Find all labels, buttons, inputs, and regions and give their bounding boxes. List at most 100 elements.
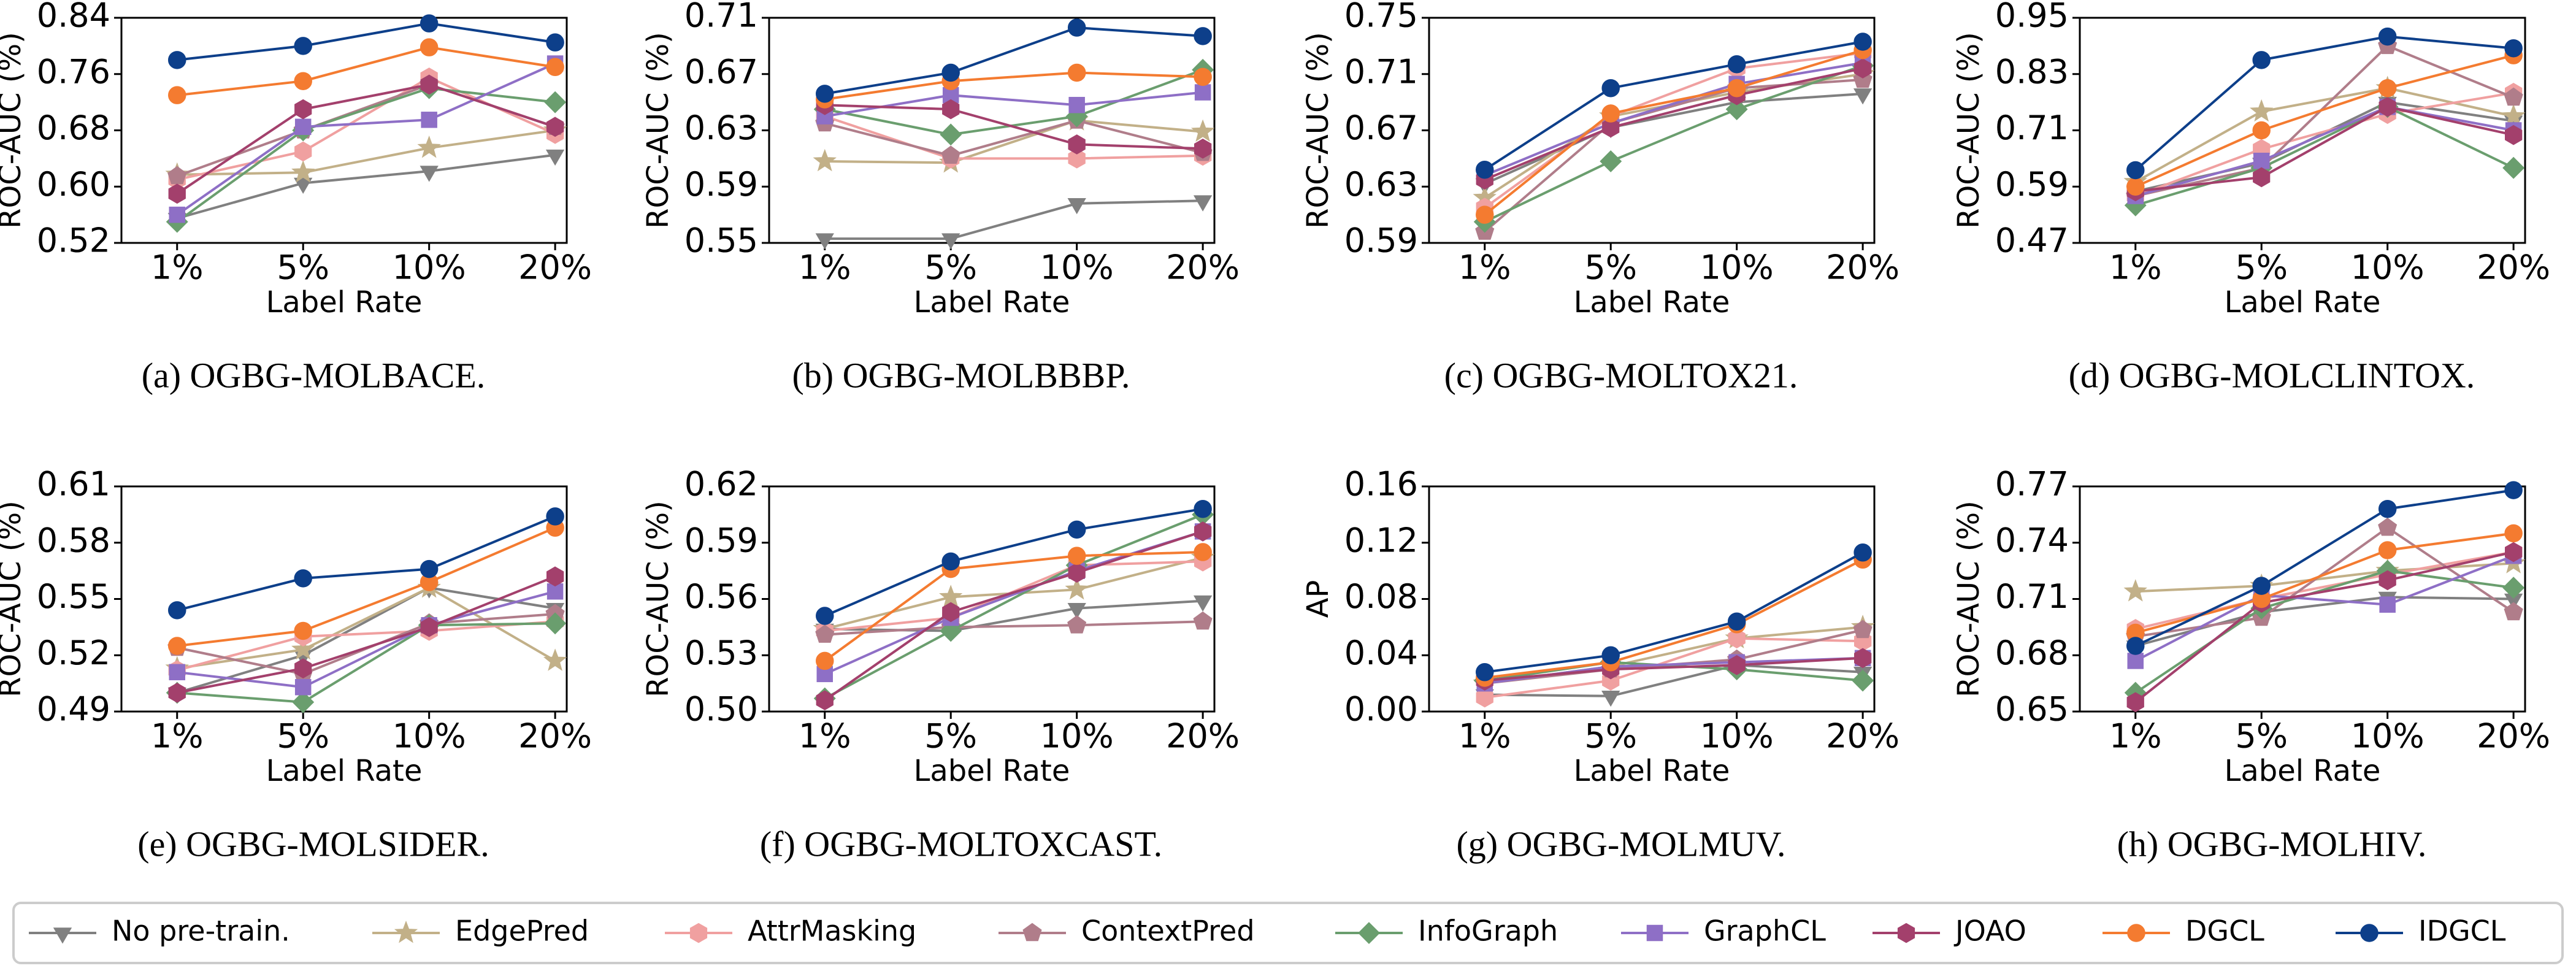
marker xyxy=(294,621,312,640)
series-line xyxy=(177,622,556,704)
series-line xyxy=(2134,35,2514,172)
x-tick-label: 10% xyxy=(2351,248,2425,287)
marker xyxy=(167,166,187,185)
y-tick-label: 0.49 xyxy=(37,690,110,729)
y-tick-label: 0.56 xyxy=(684,577,758,616)
legend-label: No pre-train. xyxy=(112,915,290,948)
x-tick-label: 10% xyxy=(393,717,466,756)
marker xyxy=(294,72,312,90)
marker xyxy=(2379,570,2396,591)
legend-marker xyxy=(394,920,418,943)
marker xyxy=(1065,577,1089,600)
marker xyxy=(544,612,567,635)
marker xyxy=(1727,612,1746,631)
marker xyxy=(1067,18,1086,37)
plot-frame xyxy=(120,17,568,244)
series-line xyxy=(1484,656,1863,682)
series-line xyxy=(824,115,1203,160)
x-tick-label: 10% xyxy=(1040,717,1114,756)
marker xyxy=(420,559,439,578)
series-line xyxy=(2135,106,2514,198)
marker xyxy=(421,112,437,128)
caption: (b) OGBG-MOLBBBP. xyxy=(792,355,1130,395)
x-tick-label: 10% xyxy=(393,248,466,287)
marker xyxy=(546,58,564,77)
marker xyxy=(2252,121,2271,140)
legend-label: DGCL xyxy=(2185,915,2264,948)
x-tick-label: 1% xyxy=(151,248,204,287)
marker xyxy=(1067,520,1086,539)
y-tick-label: 0.71 xyxy=(684,0,758,35)
marker xyxy=(420,14,439,33)
x-tick-label: 5% xyxy=(2235,717,2288,756)
marker xyxy=(1194,499,1212,518)
series-line xyxy=(177,586,556,694)
legend-label: IDGCL xyxy=(2418,915,2506,948)
y-tick-label: 0.71 xyxy=(1995,109,2069,147)
marker xyxy=(1601,646,1620,664)
marker xyxy=(940,123,962,146)
y-axis-label: ROC-AUC (%) xyxy=(0,501,28,697)
marker xyxy=(1194,543,1212,561)
y-tick-label: 0.67 xyxy=(1344,109,1418,147)
marker xyxy=(1476,205,1494,224)
marker xyxy=(1853,543,1872,562)
series-line xyxy=(1484,64,1863,223)
marker xyxy=(2505,125,2523,145)
marker xyxy=(168,51,186,69)
series-line xyxy=(177,46,556,97)
y-axis-label: AP xyxy=(1301,580,1335,618)
x-tick-label: 20% xyxy=(1826,717,1899,756)
legend-label: AttrMasking xyxy=(748,915,916,948)
x-tick-label: 10% xyxy=(2351,717,2425,756)
series-line xyxy=(824,26,1203,95)
marker xyxy=(292,691,315,713)
series-line xyxy=(1484,637,1863,699)
marker xyxy=(294,658,312,678)
y-axis-label: ROC-AUC (%) xyxy=(641,32,675,229)
series-line xyxy=(2134,551,2514,704)
x-tick-label: 5% xyxy=(2235,248,2288,287)
marker xyxy=(2378,541,2397,559)
y-tick-label: 0.08 xyxy=(1344,577,1418,616)
marker xyxy=(941,233,960,250)
marker xyxy=(169,206,185,223)
x-axis-label: Label Rate xyxy=(266,285,423,320)
series-line xyxy=(1484,664,1863,697)
x-tick-label: 20% xyxy=(518,717,592,756)
legend-marker xyxy=(1897,923,1915,943)
x-tick-label: 5% xyxy=(277,717,329,756)
series-line xyxy=(1484,551,1864,674)
y-tick-label: 0.55 xyxy=(37,577,110,616)
caption: (e) OGBG-MOLSIDER. xyxy=(137,824,489,864)
marker xyxy=(815,624,835,643)
marker xyxy=(1067,615,1087,634)
legend-marker xyxy=(1358,922,1381,945)
marker xyxy=(294,141,312,162)
series-line xyxy=(1484,78,1863,233)
x-tick-label: 5% xyxy=(1584,248,1637,287)
marker xyxy=(941,552,960,571)
marker xyxy=(420,38,439,56)
marker xyxy=(2126,637,2145,655)
marker xyxy=(546,33,564,52)
series-line xyxy=(1484,558,1864,679)
caption: (d) OGBG-MOLCLINTOX. xyxy=(2069,355,2475,395)
legend-label: EdgePred xyxy=(455,915,589,948)
marker xyxy=(420,166,439,182)
y-tick-label: 0.59 xyxy=(1995,165,2069,204)
marker xyxy=(2502,156,2525,179)
marker xyxy=(1601,691,1620,707)
y-axis-label: ROC-AUC (%) xyxy=(1952,32,1986,229)
y-tick-label: 0.59 xyxy=(684,165,758,204)
marker xyxy=(2127,653,2144,669)
x-tick-label: 10% xyxy=(1040,248,1114,287)
series-line xyxy=(1484,52,1863,209)
marker xyxy=(294,99,312,120)
marker xyxy=(420,74,438,95)
x-tick-label: 20% xyxy=(2477,248,2550,287)
x-axis-label: Label Rate xyxy=(914,285,1070,320)
x-axis-label: Label Rate xyxy=(1574,285,1730,320)
legend-marker xyxy=(689,923,708,943)
legend-label: ContextPred xyxy=(1081,915,1255,948)
